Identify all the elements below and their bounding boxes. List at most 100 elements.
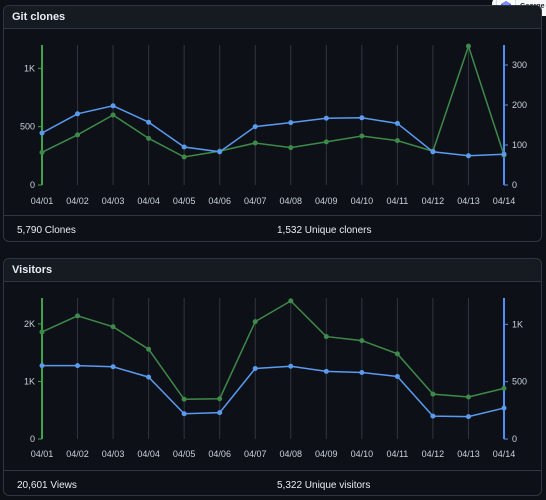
- data-point-blue: [465, 153, 471, 159]
- data-point-green: [359, 338, 365, 344]
- data-point-blue: [146, 374, 152, 380]
- left-tick-label: 500: [20, 122, 35, 132]
- data-point-blue: [146, 119, 152, 125]
- git-clones-chart: 04/01 04/02 04/03 04/04 04/05 04/06 04/07 04/08…: [20, 43, 527, 206]
- x-tick-label: 04/09: [315, 449, 338, 459]
- data-point-green: [75, 132, 81, 138]
- git-clones-panel: Git clones 04/01 04/02 04/03 04/04 04/05 04/0…: [3, 5, 542, 242]
- visitors-panel: Visitors 04/01 04/02 04/03 04/04 04/05 04/06 0…: [3, 258, 542, 496]
- visitors-footer: 20,601 Views 5,322 Unique visitors: [4, 470, 541, 497]
- data-point-green: [394, 138, 400, 144]
- data-point-green: [110, 112, 116, 118]
- x-tick-label: 04/03: [102, 449, 125, 459]
- data-point-blue: [181, 144, 187, 150]
- x-tick-label: 04/14: [493, 449, 516, 459]
- data-point-blue: [252, 366, 258, 371]
- data-point-green: [181, 154, 187, 160]
- data-point-blue: [501, 405, 507, 411]
- x-tick-label: 04/07: [244, 449, 267, 459]
- git-clones-footer: 5,790 Clones 1,532 Unique cloners: [4, 215, 541, 243]
- series-line-green: [41, 299, 505, 401]
- x-tick-label: 04/03: [102, 196, 125, 206]
- data-point-green: [359, 133, 365, 139]
- git-clones-header: Git clones: [4, 6, 541, 29]
- x-tick-label: 04/13: [457, 449, 480, 459]
- data-point-blue: [501, 151, 507, 157]
- data-point-blue: [359, 115, 365, 121]
- data-point-green: [323, 139, 329, 145]
- data-point-blue: [39, 130, 45, 136]
- left-tick-label: 0: [30, 180, 35, 190]
- x-tick-label: 04/07: [244, 196, 267, 206]
- left-tick-label: 0: [30, 434, 35, 444]
- x-tick-label: 04/11: [386, 196, 408, 206]
- unique-visitors: 5,322 Unique visitors: [277, 480, 371, 491]
- x-tick-label: 04/01: [31, 449, 54, 459]
- data-point-green: [217, 396, 223, 402]
- x-tick-label: 04/10: [351, 196, 374, 206]
- total-clones: 5,790 Clones: [17, 225, 76, 236]
- left-tick-label: 1K: [24, 63, 35, 73]
- x-tick-label: 04/04: [137, 196, 160, 206]
- data-point-green: [465, 394, 471, 400]
- x-tick-label: 04/02: [66, 449, 89, 459]
- left-tick-label: 1K: [24, 376, 35, 386]
- visitors-chart-container: 04/01 04/02 04/03 04/04 04/05 04/06 04/07 04/08…: [4, 282, 541, 470]
- right-tick-label: 0: [512, 180, 517, 190]
- right-tick-label: 100: [512, 140, 527, 150]
- x-tick-label: 04/12: [422, 449, 445, 459]
- x-tick-label: 04/01: [31, 196, 54, 206]
- total-views: 20,601 Views: [17, 480, 77, 491]
- data-point-blue: [323, 115, 329, 121]
- right-tick-label: 1K: [512, 319, 523, 329]
- visitors-header: Visitors: [4, 259, 541, 282]
- right-tick-label: 300: [512, 60, 527, 70]
- data-point-blue: [323, 368, 329, 374]
- data-point-green: [252, 140, 258, 146]
- x-tick-label: 04/02: [66, 196, 89, 206]
- x-tick-label: 04/14: [493, 196, 516, 206]
- visitors-chart: 04/01 04/02 04/03 04/04 04/05 04/06 04/07 04/08…: [24, 298, 527, 459]
- data-point-blue: [181, 411, 187, 417]
- data-point-blue: [217, 149, 223, 155]
- data-point-blue: [110, 364, 116, 370]
- data-point-blue: [430, 413, 436, 419]
- data-point-green: [39, 329, 45, 335]
- data-point-blue: [394, 374, 400, 380]
- x-tick-label: 04/13: [457, 196, 480, 206]
- data-point-green: [430, 391, 436, 397]
- x-tick-label: 04/05: [173, 196, 196, 206]
- data-point-green: [110, 324, 116, 330]
- data-point-green: [75, 313, 81, 319]
- data-point-green: [288, 298, 294, 304]
- x-tick-label: 04/11: [386, 449, 408, 459]
- x-tick-label: 04/09: [315, 196, 338, 206]
- x-tick-label: 04/06: [208, 449, 231, 459]
- data-point-green: [394, 351, 400, 357]
- git-clones-chart-container: 04/01 04/02 04/03 04/04 04/05 04/06 04/07 04/08…: [4, 29, 541, 215]
- data-point-blue: [288, 363, 294, 369]
- x-tick-label: 04/04: [137, 449, 160, 459]
- right-tick-label: 200: [512, 100, 527, 110]
- data-point-blue: [288, 120, 294, 126]
- x-tick-label: 04/12: [422, 196, 445, 206]
- x-tick-label: 04/08: [280, 196, 303, 206]
- data-point-blue: [430, 149, 436, 155]
- data-point-blue: [75, 111, 81, 117]
- series-line-blue: [42, 364, 505, 418]
- x-tick-label: 04/08: [280, 449, 303, 459]
- data-point-green: [39, 149, 45, 155]
- data-point-blue: [252, 124, 258, 130]
- x-tick-label: 04/05: [173, 449, 196, 459]
- data-point-blue: [465, 414, 471, 420]
- data-point-green: [501, 385, 507, 391]
- data-point-green: [181, 396, 187, 402]
- unique-cloners: 1,532 Unique cloners: [277, 225, 372, 236]
- series-line-green: [41, 43, 505, 158]
- data-point-blue: [217, 410, 223, 416]
- data-point-green: [323, 334, 329, 340]
- data-point-green: [288, 145, 294, 151]
- x-tick-label: 04/06: [208, 196, 231, 206]
- x-tick-label: 04/10: [351, 449, 374, 459]
- data-point-green: [465, 43, 471, 49]
